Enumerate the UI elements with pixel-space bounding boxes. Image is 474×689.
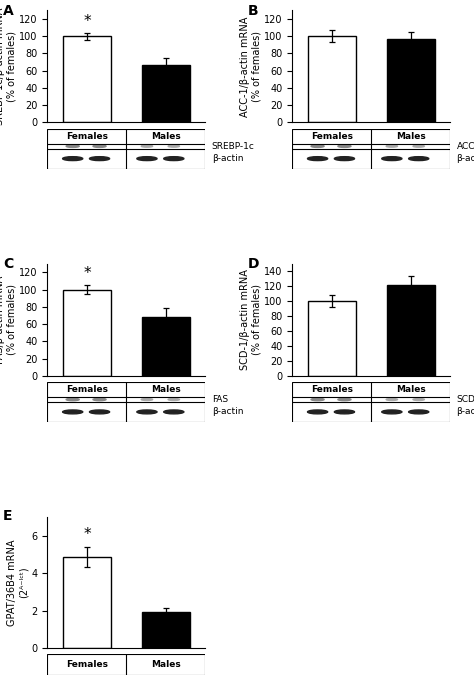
Ellipse shape [93,398,106,401]
Ellipse shape [311,145,324,147]
Bar [142,612,190,648]
Text: β-actin: β-actin [456,154,474,163]
Text: Males: Males [151,385,181,394]
Text: C: C [3,257,13,271]
Ellipse shape [63,410,83,414]
Text: D: D [248,257,260,271]
Text: E: E [3,509,13,523]
Ellipse shape [382,156,402,161]
Ellipse shape [168,398,180,400]
Ellipse shape [308,156,328,161]
Ellipse shape [90,410,109,414]
Ellipse shape [338,145,351,147]
Text: Males: Males [396,132,426,141]
Y-axis label: FAS/β-actin mRNA
(% of females): FAS/β-actin mRNA (% of females) [0,276,17,364]
Bar [387,39,435,123]
Bar [308,301,356,376]
Bar [142,317,190,376]
Y-axis label: ACC-1/β-actin mRNA
(% of females): ACC-1/β-actin mRNA (% of females) [240,17,261,116]
Text: FAS: FAS [212,395,228,404]
Ellipse shape [409,410,429,414]
Ellipse shape [141,145,153,147]
Y-axis label: SCD-1/β-actin mRNA
(% of females): SCD-1/β-actin mRNA (% of females) [240,269,261,370]
Text: Females: Females [66,385,108,394]
Bar [63,289,110,376]
Text: β-actin: β-actin [456,407,474,416]
Ellipse shape [90,156,109,161]
Text: A: A [3,3,14,18]
Text: SCD-1: SCD-1 [456,395,474,404]
Text: ACC1: ACC1 [456,142,474,151]
Ellipse shape [386,145,398,147]
Text: Males: Males [151,660,181,669]
Text: Males: Males [151,132,181,141]
Ellipse shape [308,410,328,414]
Ellipse shape [334,156,355,161]
Text: β-actin: β-actin [212,154,243,163]
Ellipse shape [334,410,355,414]
Text: Females: Females [311,385,353,394]
Text: β-actin: β-actin [212,407,243,416]
Ellipse shape [413,398,424,400]
Ellipse shape [164,156,184,161]
Ellipse shape [137,410,157,414]
Text: Males: Males [396,385,426,394]
Y-axis label: GPAT/36B4 mRNA
(2ᴬ⁻ᴵᶜᵗ): GPAT/36B4 mRNA (2ᴬ⁻ᴵᶜᵗ) [7,539,28,626]
Ellipse shape [311,398,324,401]
Ellipse shape [168,145,180,147]
Text: Females: Females [66,660,108,669]
Y-axis label: SREBP-1c/β-actin mRNA
(% of females): SREBP-1c/β-actin mRNA (% of females) [0,8,17,125]
Text: SREBP-1c: SREBP-1c [212,142,255,151]
Bar [387,285,435,376]
Text: *: * [83,14,91,29]
Bar [308,37,356,123]
Text: *: * [83,266,91,281]
Ellipse shape [409,156,429,161]
Ellipse shape [137,156,157,161]
Ellipse shape [63,156,83,161]
Ellipse shape [382,410,402,414]
Ellipse shape [386,398,398,400]
Bar [63,37,110,123]
Text: Females: Females [311,132,353,141]
Text: B: B [248,3,259,18]
Ellipse shape [164,410,184,414]
Ellipse shape [338,398,351,401]
Ellipse shape [66,145,79,147]
Ellipse shape [413,145,424,147]
Ellipse shape [93,145,106,147]
Ellipse shape [66,398,79,401]
Ellipse shape [141,398,153,400]
Bar [63,557,110,648]
Text: Females: Females [66,132,108,141]
Bar [142,65,190,123]
Text: *: * [83,527,91,542]
